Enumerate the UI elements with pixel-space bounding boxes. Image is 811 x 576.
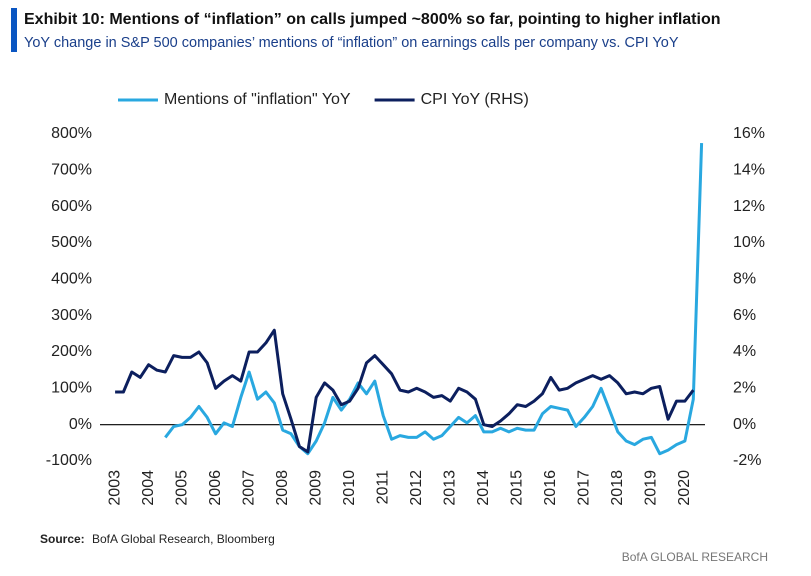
brand: BofA GLOBAL RESEARCH bbox=[622, 550, 768, 564]
y2-tick-label: 12% bbox=[733, 198, 765, 215]
y2-tick-label: 4% bbox=[733, 343, 756, 360]
x-tick-label: 2006 bbox=[207, 470, 224, 506]
y-tick-label: 400% bbox=[51, 271, 92, 288]
x-tick-label: 2020 bbox=[676, 470, 693, 506]
y-tick-label: 300% bbox=[51, 307, 92, 324]
x-tick-label: 2012 bbox=[408, 470, 425, 506]
source-label: Source: bbox=[40, 532, 85, 546]
y-tick-label: -100% bbox=[46, 452, 92, 469]
x-tick-label: 2004 bbox=[140, 470, 157, 506]
x-tick-label: 2017 bbox=[576, 470, 593, 506]
title-bar bbox=[11, 8, 17, 52]
y2-tick-label: 2% bbox=[733, 380, 756, 397]
y2-tick-label: 6% bbox=[733, 307, 756, 324]
x-tick-label: 2018 bbox=[609, 470, 626, 506]
chart-subtitle: YoY change in S&P 500 companies’ mention… bbox=[24, 35, 679, 51]
y2-tick-label: 10% bbox=[733, 234, 765, 251]
legend-label: CPI YoY (RHS) bbox=[421, 91, 529, 108]
series-line bbox=[115, 328, 695, 454]
x-tick-label: 2014 bbox=[475, 470, 492, 506]
y-tick-label: 500% bbox=[51, 234, 92, 251]
x-tick-label: 2008 bbox=[274, 470, 291, 506]
y-tick-label: 700% bbox=[51, 162, 92, 179]
x-tick-label: 2003 bbox=[106, 470, 123, 506]
y2-tick-label: 14% bbox=[733, 162, 765, 179]
x-tick-label: 2013 bbox=[441, 470, 458, 506]
y-tick-label: 600% bbox=[51, 198, 92, 215]
legend-label: Mentions of "inflation" YoY bbox=[164, 91, 351, 108]
y2-tick-label: -2% bbox=[733, 452, 761, 469]
source: BofA Global Research, Bloomberg bbox=[92, 532, 275, 546]
x-tick-label: 2009 bbox=[307, 470, 324, 506]
x-tick-label: 2005 bbox=[173, 470, 190, 506]
y2-tick-label: 0% bbox=[733, 416, 756, 433]
x-tick-label: 2019 bbox=[643, 470, 660, 506]
y-tick-label: 0% bbox=[69, 416, 92, 433]
y-tick-label: 100% bbox=[51, 380, 92, 397]
x-tick-label: 2007 bbox=[240, 470, 257, 506]
y-tick-label: 800% bbox=[51, 125, 92, 142]
x-tick-label: 2016 bbox=[542, 470, 559, 506]
y-tick-label: 200% bbox=[51, 343, 92, 360]
x-tick-label: 2015 bbox=[509, 470, 526, 506]
chart-title: Exhibit 10: Mentions of “inflation” on c… bbox=[24, 11, 721, 28]
y2-tick-label: 16% bbox=[733, 125, 765, 142]
y2-tick-label: 8% bbox=[733, 271, 756, 288]
x-tick-label: 2010 bbox=[341, 470, 358, 506]
x-tick-label: 2011 bbox=[374, 470, 391, 505]
series-line bbox=[164, 143, 704, 456]
